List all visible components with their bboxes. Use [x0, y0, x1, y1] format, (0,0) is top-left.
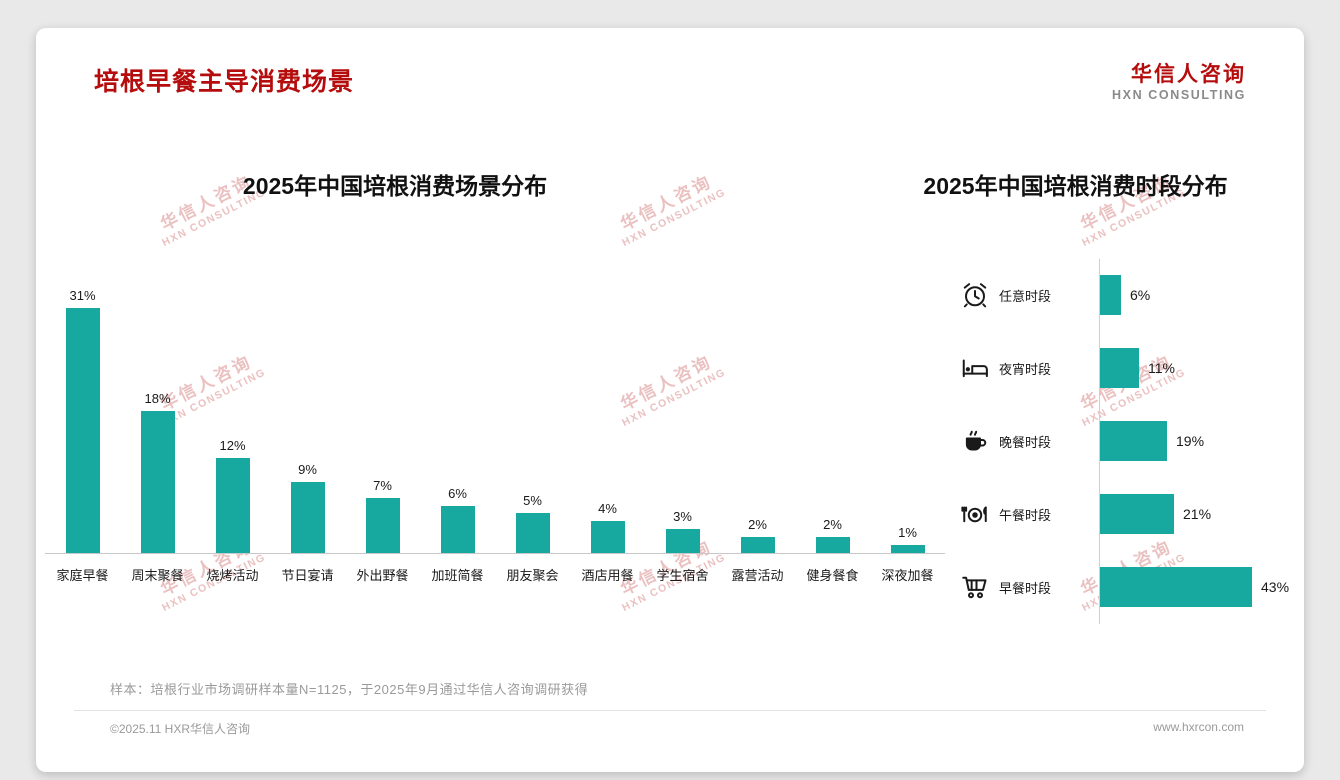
bar-category-label: 外出野餐	[356, 567, 409, 583]
bar	[815, 536, 850, 553]
time-slot-row: 任意时段 6%	[951, 258, 1300, 332]
alarm-clock-icon	[951, 280, 999, 310]
bar-value-label: 2%	[823, 516, 842, 532]
restaurant-icon	[951, 499, 999, 529]
brand-logo-chinese: 华信人咨询	[1131, 63, 1246, 86]
bar	[140, 410, 175, 553]
bar-value-label: 4%	[598, 500, 617, 516]
bar-column: 1%	[870, 525, 945, 553]
bar-value-label: 31%	[69, 287, 96, 303]
bar-column: 4%	[570, 501, 645, 553]
bar-column: 6%	[420, 486, 495, 553]
scenario-chart-section: 2025年中国培根消费场景分布 31% 18% 12% 9% 7% 6% 5% 4% 3% 2% 2…	[45, 167, 945, 629]
bar-value-label: 43%	[1261, 579, 1290, 596]
bar	[1100, 348, 1139, 389]
time-bar-cell: 21%	[1099, 477, 1300, 551]
bar-value-label: 2%	[748, 516, 767, 532]
bar-category-label: 朋友聚会	[506, 567, 559, 583]
footer: ©2025.11 HXR华信人咨询 www.hxrcon.com	[36, 711, 1304, 737]
bar-column: 18%	[120, 391, 195, 553]
time-slot-row: 晚餐时段 19%	[951, 404, 1300, 478]
bar-column: 5%	[495, 493, 570, 553]
timeslot-chart-title: 2025年中国培根消费时段分布	[923, 172, 1228, 199]
bar-column: 2%	[720, 517, 795, 553]
bar	[440, 505, 475, 553]
bar-value-label: 18%	[144, 390, 171, 406]
time-slot-row: 早餐时段 43%	[951, 550, 1300, 624]
bar-column: 9%	[270, 462, 345, 553]
bar	[590, 520, 625, 553]
bar-category-label: 节日宴请	[281, 567, 334, 583]
scenario-chart-title: 2025年中国培根消费场景分布	[242, 172, 548, 199]
bar-column: 3%	[645, 509, 720, 553]
time-bar-cell: 43%	[1099, 550, 1300, 624]
bar-column: 12%	[195, 438, 270, 553]
bar-category-label: 家庭早餐	[56, 567, 109, 583]
bar	[290, 481, 325, 553]
bar-category-label: 加班简餐	[431, 567, 484, 583]
bar	[1100, 494, 1174, 535]
bar	[65, 307, 100, 553]
bar-category-label: 酒店用餐	[581, 567, 634, 583]
bar-value-label: 12%	[219, 437, 246, 453]
bar	[365, 497, 400, 553]
bar-category-label: 深夜加餐	[881, 567, 934, 583]
bar-value-label: 6%	[448, 485, 467, 501]
brand-logo: 华信人咨询 HXN CONSULTING	[1112, 62, 1246, 104]
time-slot-row: 午餐时段 21%	[951, 477, 1300, 551]
time-slot-label: 晚餐时段	[999, 434, 1052, 450]
bar-value-label: 7%	[373, 477, 392, 493]
bar-column: 2%	[795, 517, 870, 553]
bar	[740, 536, 775, 553]
scenario-bar-chart: 31% 18% 12% 9% 7% 6% 5% 4% 3% 2% 2% 1% 家庭早餐 周末聚餐 烧烤活动…	[45, 284, 945, 584]
bar-value-label: 1%	[898, 524, 917, 540]
bar-category-label: 学生宿舍	[656, 567, 709, 583]
hot-drink-icon	[951, 426, 999, 456]
bar	[1100, 275, 1121, 316]
time-slot-label: 夜宵时段	[999, 361, 1052, 377]
bar-category-label: 露营活动	[731, 567, 784, 583]
bar	[1100, 567, 1252, 608]
bar	[1100, 421, 1167, 462]
bar-value-label: 5%	[523, 492, 542, 508]
bar-value-label: 19%	[1176, 433, 1205, 450]
bar-value-label: 9%	[298, 461, 317, 477]
time-bar-cell: 11%	[1099, 331, 1300, 405]
shopping-cart-icon	[951, 572, 999, 602]
bar-category-label: 烧烤活动	[206, 567, 259, 583]
bar	[215, 457, 250, 553]
bar-category-label: 健身餐食	[806, 567, 859, 583]
footer-divider	[74, 709, 1266, 711]
timeslot-bar-chart: 任意时段 6% 夜宵时段 11% 晚餐时段 19% 午餐时段 21% 早餐时段 43%	[951, 258, 1300, 624]
bar-value-label: 6%	[1130, 287, 1151, 304]
time-slot-label: 早餐时段	[999, 580, 1052, 596]
website-text: www.hxrcon.com	[1153, 719, 1244, 734]
copyright-text: ©2025.11 HXR华信人咨询	[110, 721, 250, 736]
bar-category-label: 周末聚餐	[131, 567, 184, 583]
page-title: 培根早餐主导消费场景	[94, 68, 355, 96]
bar-column: 7%	[345, 478, 420, 553]
brand-logo-english: HXN CONSULTING	[1112, 88, 1246, 103]
slide-card: 华信人咨询 HXN CONSULTING 华信人咨询 HXN CONSULTING 华信…	[36, 28, 1304, 772]
timeslot-chart-section: 2025年中国培根消费时段分布 任意时段 6% 夜宵时段 11% 晚餐时段 19% 午餐时段…	[923, 167, 1300, 629]
x-axis-baseline: 家庭早餐 周末聚餐 烧烤活动 节日宴请 外出野餐 加班简餐 朋友聚会 酒店用餐 学生宿舍 露营活动…	[45, 552, 945, 584]
header: 培根早餐主导消费场景 华信人咨询 HXN CONSULTING	[36, 28, 1304, 104]
time-bar-cell: 6%	[1099, 258, 1300, 332]
time-slot-row: 夜宵时段 11%	[951, 331, 1300, 405]
bed-icon	[951, 353, 999, 383]
charts-area: 2025年中国培根消费场景分布 31% 18% 12% 9% 7% 6% 5% 4% 3% 2% 2…	[36, 167, 1304, 629]
bar-value-label: 21%	[1183, 506, 1212, 523]
bar-value-label: 11%	[1148, 360, 1175, 377]
bar	[515, 512, 550, 553]
bar	[890, 544, 925, 553]
time-bar-cell: 19%	[1099, 404, 1300, 478]
time-slot-label: 任意时段	[999, 288, 1052, 304]
bar-value-label: 3%	[673, 508, 692, 524]
time-slot-label: 午餐时段	[999, 507, 1052, 523]
bar-column: 31%	[45, 288, 120, 553]
sample-note: 样本：培根行业市场调研样本量N=1125，于2025年9月通过华信人咨询调研获得	[110, 681, 589, 697]
bar	[665, 528, 700, 553]
